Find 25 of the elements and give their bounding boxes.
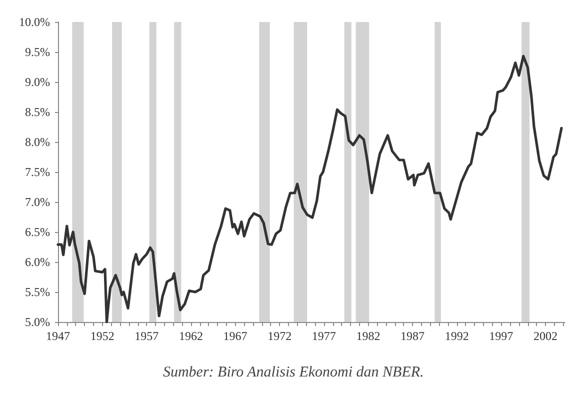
x-tick-label: 1977 bbox=[312, 329, 336, 343]
x-tick-label: 1997 bbox=[489, 329, 514, 343]
y-tick-label: 9.5% bbox=[25, 45, 50, 59]
y-tick-label: 5.0% bbox=[25, 315, 50, 329]
x-tick-label: 1952 bbox=[90, 329, 114, 343]
x-tick-label: 1987 bbox=[400, 329, 425, 343]
x-tick-label: 1982 bbox=[356, 329, 380, 343]
x-tick-label: 1967 bbox=[223, 329, 248, 343]
y-tick-label: 8.0% bbox=[25, 135, 50, 149]
x-tick-label: 1972 bbox=[268, 329, 292, 343]
y-tick-label: 8.5% bbox=[25, 105, 50, 119]
x-tick-label: 1947 bbox=[46, 329, 70, 343]
x-tick-label: 2002 bbox=[534, 329, 558, 343]
y-tick-label: 6.0% bbox=[25, 255, 50, 269]
y-tick-label: 5.5% bbox=[25, 285, 50, 299]
y-tick-label: 7.0% bbox=[25, 195, 50, 209]
line-series bbox=[56, 54, 563, 324]
y-tick-label: 9.0% bbox=[25, 75, 50, 89]
y-tick-label: 7.5% bbox=[25, 165, 50, 179]
text: Sumber: Biro Analisis Ekonomi dan NBER. bbox=[162, 364, 424, 380]
y-tick-label: 6.5% bbox=[25, 225, 50, 239]
y-tick-label: 10.0% bbox=[19, 15, 50, 29]
x-tick-label: 1992 bbox=[444, 329, 469, 343]
x-tick-label: 1962 bbox=[178, 329, 203, 343]
x-tick-label: 1957 bbox=[134, 329, 159, 343]
